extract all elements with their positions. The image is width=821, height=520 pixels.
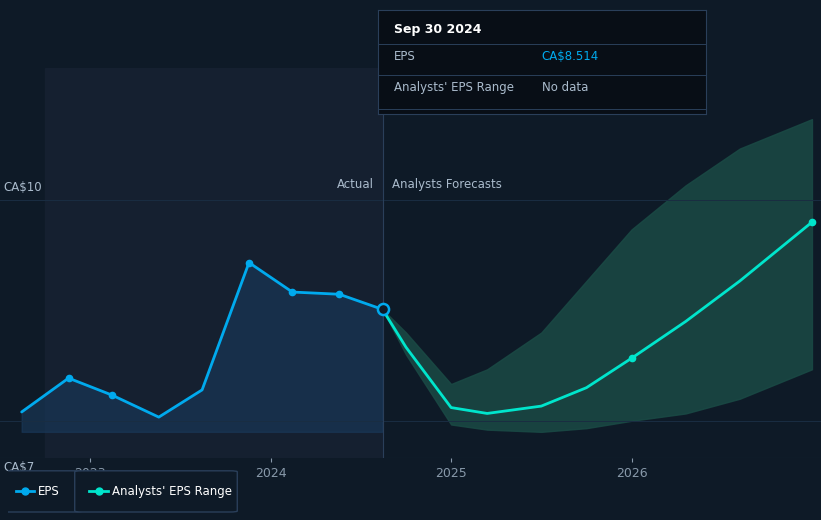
Text: EPS: EPS — [394, 50, 415, 63]
Text: EPS: EPS — [38, 485, 59, 498]
Text: Analysts' EPS Range: Analysts' EPS Range — [394, 81, 514, 94]
Text: Actual: Actual — [337, 178, 374, 191]
Text: CA$7: CA$7 — [3, 461, 34, 474]
FancyBboxPatch shape — [1, 471, 82, 512]
Text: No data: No data — [542, 81, 588, 94]
Text: Sep 30 2024: Sep 30 2024 — [394, 23, 482, 36]
Text: CA$8.514: CA$8.514 — [542, 50, 599, 63]
Text: CA$10: CA$10 — [3, 181, 42, 194]
FancyBboxPatch shape — [75, 471, 237, 512]
Text: Analysts Forecasts: Analysts Forecasts — [392, 178, 502, 191]
Bar — [45, 68, 383, 458]
Text: Analysts' EPS Range: Analysts' EPS Range — [112, 485, 232, 498]
